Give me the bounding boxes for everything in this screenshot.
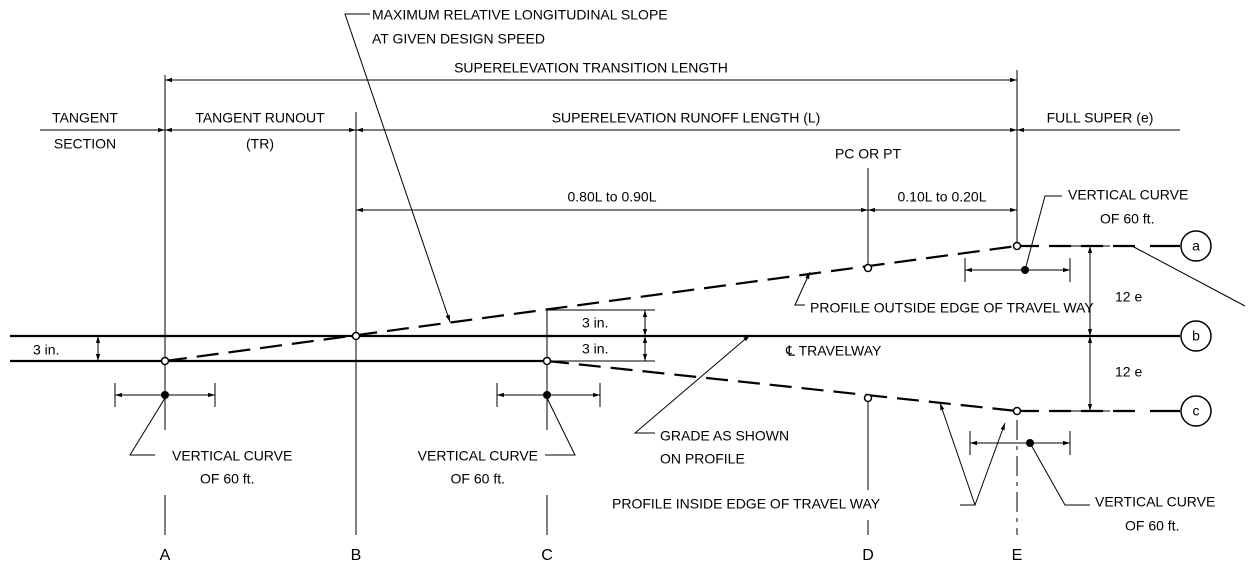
labels: MAXIMUM RELATIVE LONGITUDINAL SLOPE AT G…	[33, 7, 1215, 565]
station: B	[351, 547, 362, 564]
dim-label: 3 in.	[582, 315, 608, 331]
profile-label: c	[1193, 403, 1200, 419]
note: VERTICAL CURVE	[1068, 187, 1188, 203]
note: MAXIMUM RELATIVE LONGITUDINAL SLOPE	[372, 7, 668, 23]
dim-label: SUPERELEVATION RUNOFF LENGTH (L)	[552, 110, 821, 126]
station: A	[160, 547, 171, 564]
note: VERTICAL CURVE	[418, 448, 538, 464]
station: D	[862, 547, 874, 564]
dim-label: TANGENT RUNOUT	[195, 110, 325, 126]
dim-label: 0.80L to 0.90L	[567, 189, 656, 205]
profile-label: b	[1192, 328, 1200, 344]
dim-label: 12 e	[1115, 289, 1142, 305]
profile-label: a	[1192, 238, 1200, 254]
note: VERTICAL CURVE	[172, 448, 292, 464]
note: OF 60 ft.	[200, 471, 254, 487]
note: OF 60 ft.	[1125, 518, 1179, 534]
label: ℄ TRAVELWAY	[785, 343, 882, 359]
dim-label: 3 in.	[582, 341, 608, 357]
note: PROFILE INSIDE EDGE OF TRAVEL WAY	[612, 496, 881, 512]
linework	[10, 13, 1246, 535]
note: PROFILE OUTSIDE EDGE OF TRAVEL WAY	[810, 300, 1094, 316]
dim-label: 0.10L to 0.20L	[897, 189, 986, 205]
note: OF 60 ft.	[451, 471, 505, 487]
note: AT GIVEN DESIGN SPEED	[372, 31, 545, 47]
note: GRADE AS SHOWN	[660, 428, 789, 444]
note: ON PROFILE	[660, 451, 745, 467]
dim-label: 3 in.	[33, 342, 59, 358]
dim-label: (TR)	[246, 136, 274, 152]
dim-label: FULL SUPER (e)	[1047, 110, 1154, 126]
label: PC OR PT	[835, 146, 902, 162]
station: E	[1012, 547, 1023, 564]
dim-label: 12 e	[1115, 364, 1142, 380]
dim-label: TANGENT	[52, 110, 118, 126]
note: VERTICAL CURVE	[1095, 494, 1215, 510]
dim-label: SECTION	[54, 136, 116, 152]
station: C	[541, 547, 553, 564]
note: OF 60 ft.	[1100, 211, 1154, 227]
dim-label: SUPERELEVATION TRANSITION LENGTH	[454, 60, 728, 76]
